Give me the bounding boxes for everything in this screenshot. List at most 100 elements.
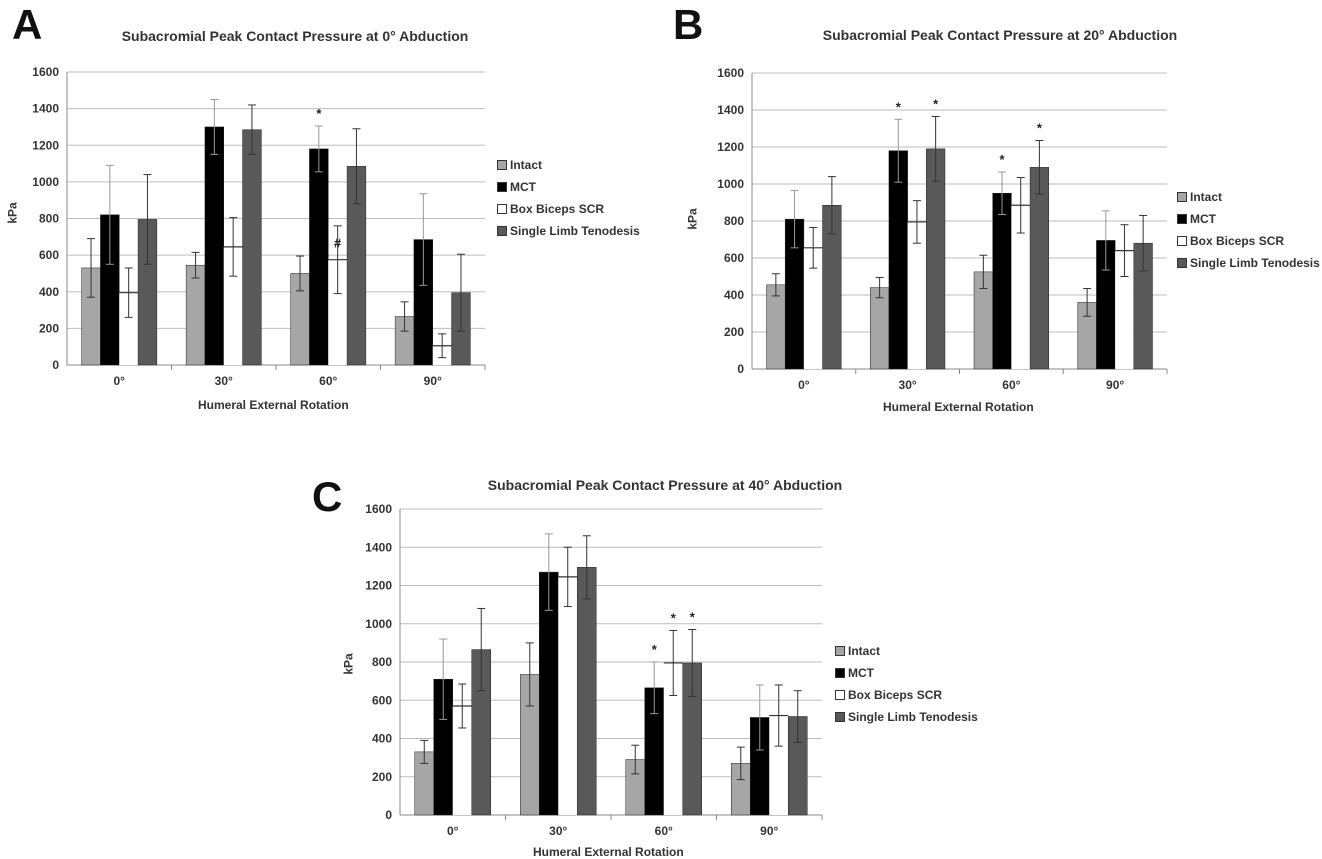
y-tick-label: 0 <box>737 362 744 376</box>
chart-legend: Intact MCT Box Biceps SCR Single Limb Te… <box>497 154 640 242</box>
bar-box-biceps-scr <box>223 246 243 365</box>
y-tick-label: 1000 <box>717 177 744 191</box>
legend-swatch <box>1177 258 1187 268</box>
legend-item-single-limb-tenodesis: Single Limb Tenodesis <box>1177 252 1320 274</box>
legend-swatch <box>497 204 507 214</box>
y-tick-label: 800 <box>39 212 59 226</box>
y-tick-label: 600 <box>724 251 744 265</box>
legend-label: Single Limb Tenodesis <box>848 710 978 724</box>
y-tick-label: 600 <box>39 248 59 262</box>
y-tick-label: 200 <box>39 321 59 335</box>
x-axis-label: Humeral External Rotation <box>883 400 1034 414</box>
legend-label: Box Biceps SCR <box>848 688 943 702</box>
legend-label: MCT <box>510 180 536 194</box>
y-tick-label: 1000 <box>365 617 392 631</box>
legend-label: Intact <box>510 158 543 172</box>
legend-label: Box Biceps SCR <box>510 202 605 216</box>
chart-title: Subacromial Peak Contact Pressure at 0° … <box>121 28 469 44</box>
legend-item-single-limb-tenodesis: Single Limb Tenodesis <box>497 220 640 242</box>
y-tick-label: 1400 <box>365 540 392 554</box>
y-axis-label: kPa <box>341 653 356 675</box>
y-tick-label: 200 <box>372 770 392 784</box>
x-tick-label: 30° <box>549 824 567 838</box>
legend-swatch <box>835 712 845 722</box>
chart-legend: Intact MCT Box Biceps SCR Single Limb Te… <box>1177 186 1320 274</box>
y-tick-label: 400 <box>724 288 744 302</box>
legend-swatch <box>497 182 507 192</box>
y-tick-label: 1600 <box>365 502 392 516</box>
legend-item-mct: MCT <box>835 662 978 684</box>
legend-label: Single Limb Tenodesis <box>510 224 640 238</box>
y-tick-label: 400 <box>372 732 392 746</box>
x-tick-label: 90° <box>1106 378 1124 392</box>
bar-box-biceps-scr <box>452 705 472 815</box>
legend-label: MCT <box>848 666 874 680</box>
legend-label: Single Limb Tenodesis <box>1190 256 1320 270</box>
bar-single-limb-tenodesis <box>576 567 597 816</box>
chart-title: Subacromial Peak Contact Pressure at 40°… <box>487 477 843 493</box>
y-tick-label: 0 <box>52 358 59 372</box>
bar-single-limb-tenodesis <box>1029 167 1049 370</box>
x-tick-label: 30° <box>215 374 233 388</box>
legend-swatch <box>1177 214 1187 224</box>
y-axis-label: kPa <box>5 202 20 224</box>
y-axis-label: kPa <box>685 208 700 230</box>
legend-swatch <box>835 646 845 656</box>
bar-box-biceps-scr <box>328 259 348 365</box>
panel-letter: C <box>312 473 343 520</box>
y-tick-label: 400 <box>39 285 59 299</box>
y-tick-label: 1000 <box>32 175 59 189</box>
legend-item-mct: MCT <box>497 176 640 198</box>
bar-box-biceps-scr <box>1011 205 1031 369</box>
chart-plot-area: 0 200 400 600 800 1000 1200 1400 1600 0° 30° 60° 90°… <box>32 65 486 388</box>
y-tick-label: 0 <box>385 808 392 822</box>
significance-marker: * <box>896 99 902 114</box>
significance-marker: * <box>933 96 939 111</box>
chart-legend: Intact MCT Box Biceps SCR Single Limb Te… <box>835 640 978 728</box>
bar-single-limb-tenodesis <box>242 129 262 366</box>
legend-swatch <box>835 668 845 678</box>
x-tick-label: 0° <box>114 374 126 388</box>
x-axis-label: Humeral External Rotation <box>198 398 349 412</box>
significance-marker: * <box>1000 152 1006 167</box>
x-tick-label: 90° <box>760 824 778 838</box>
bar-mct <box>992 193 1012 370</box>
bar-intact <box>870 287 890 370</box>
significance-marker: * <box>671 610 677 625</box>
y-tick-label: 1200 <box>365 579 392 593</box>
x-tick-label: 30° <box>899 378 917 392</box>
legend-swatch <box>497 160 507 170</box>
y-tick-label: 1600 <box>717 66 744 80</box>
y-tick-label: 800 <box>372 655 392 669</box>
legend-label: Intact <box>1190 190 1223 204</box>
legend-item-box-biceps-scr: Box Biceps SCR <box>1177 230 1320 252</box>
chart-plot-area: 0 200 400 600 800 1000 1200 1400 1600 0° 30° 60° 90°… <box>365 502 823 838</box>
bar-mct <box>204 126 225 366</box>
legend-label: Intact <box>848 644 881 658</box>
bar-box-biceps-scr <box>1115 250 1134 369</box>
bar-mct <box>888 150 908 370</box>
bar-box-biceps-scr <box>907 221 927 369</box>
significance-marker: * <box>1037 121 1043 136</box>
legend-item-single-limb-tenodesis: Single Limb Tenodesis <box>835 706 978 728</box>
bar-box-biceps-scr <box>769 715 789 815</box>
x-tick-label: 0° <box>798 378 810 392</box>
bar-box-biceps-scr <box>803 247 823 369</box>
bar-intact <box>185 264 206 366</box>
x-tick-label: 90° <box>424 374 442 388</box>
legend-item-intact: Intact <box>835 640 978 662</box>
legend-swatch <box>835 690 845 700</box>
x-tick-label: 60° <box>1002 378 1020 392</box>
chart-panel-c: C Subacromial Peak Contact Pressure at 4… <box>300 460 1020 859</box>
y-tick-label: 1400 <box>32 102 59 116</box>
legend-item-mct: MCT <box>1177 208 1320 230</box>
bar-box-biceps-scr <box>119 292 139 365</box>
legend-label: MCT <box>1190 212 1216 226</box>
bar-box-biceps-scr <box>663 662 683 815</box>
chart-plot-area: 0 200 400 600 800 1000 1200 1400 1600 0° 30° 60° 90°… <box>717 66 1168 392</box>
bar-box-biceps-scr <box>558 576 578 815</box>
legend-item-intact: Intact <box>497 154 640 176</box>
y-tick-label: 1400 <box>717 103 744 117</box>
y-tick-label: 1200 <box>717 140 744 154</box>
chart-panel-b: B Subacromial Peak Contact Pressure at 2… <box>665 0 1322 420</box>
